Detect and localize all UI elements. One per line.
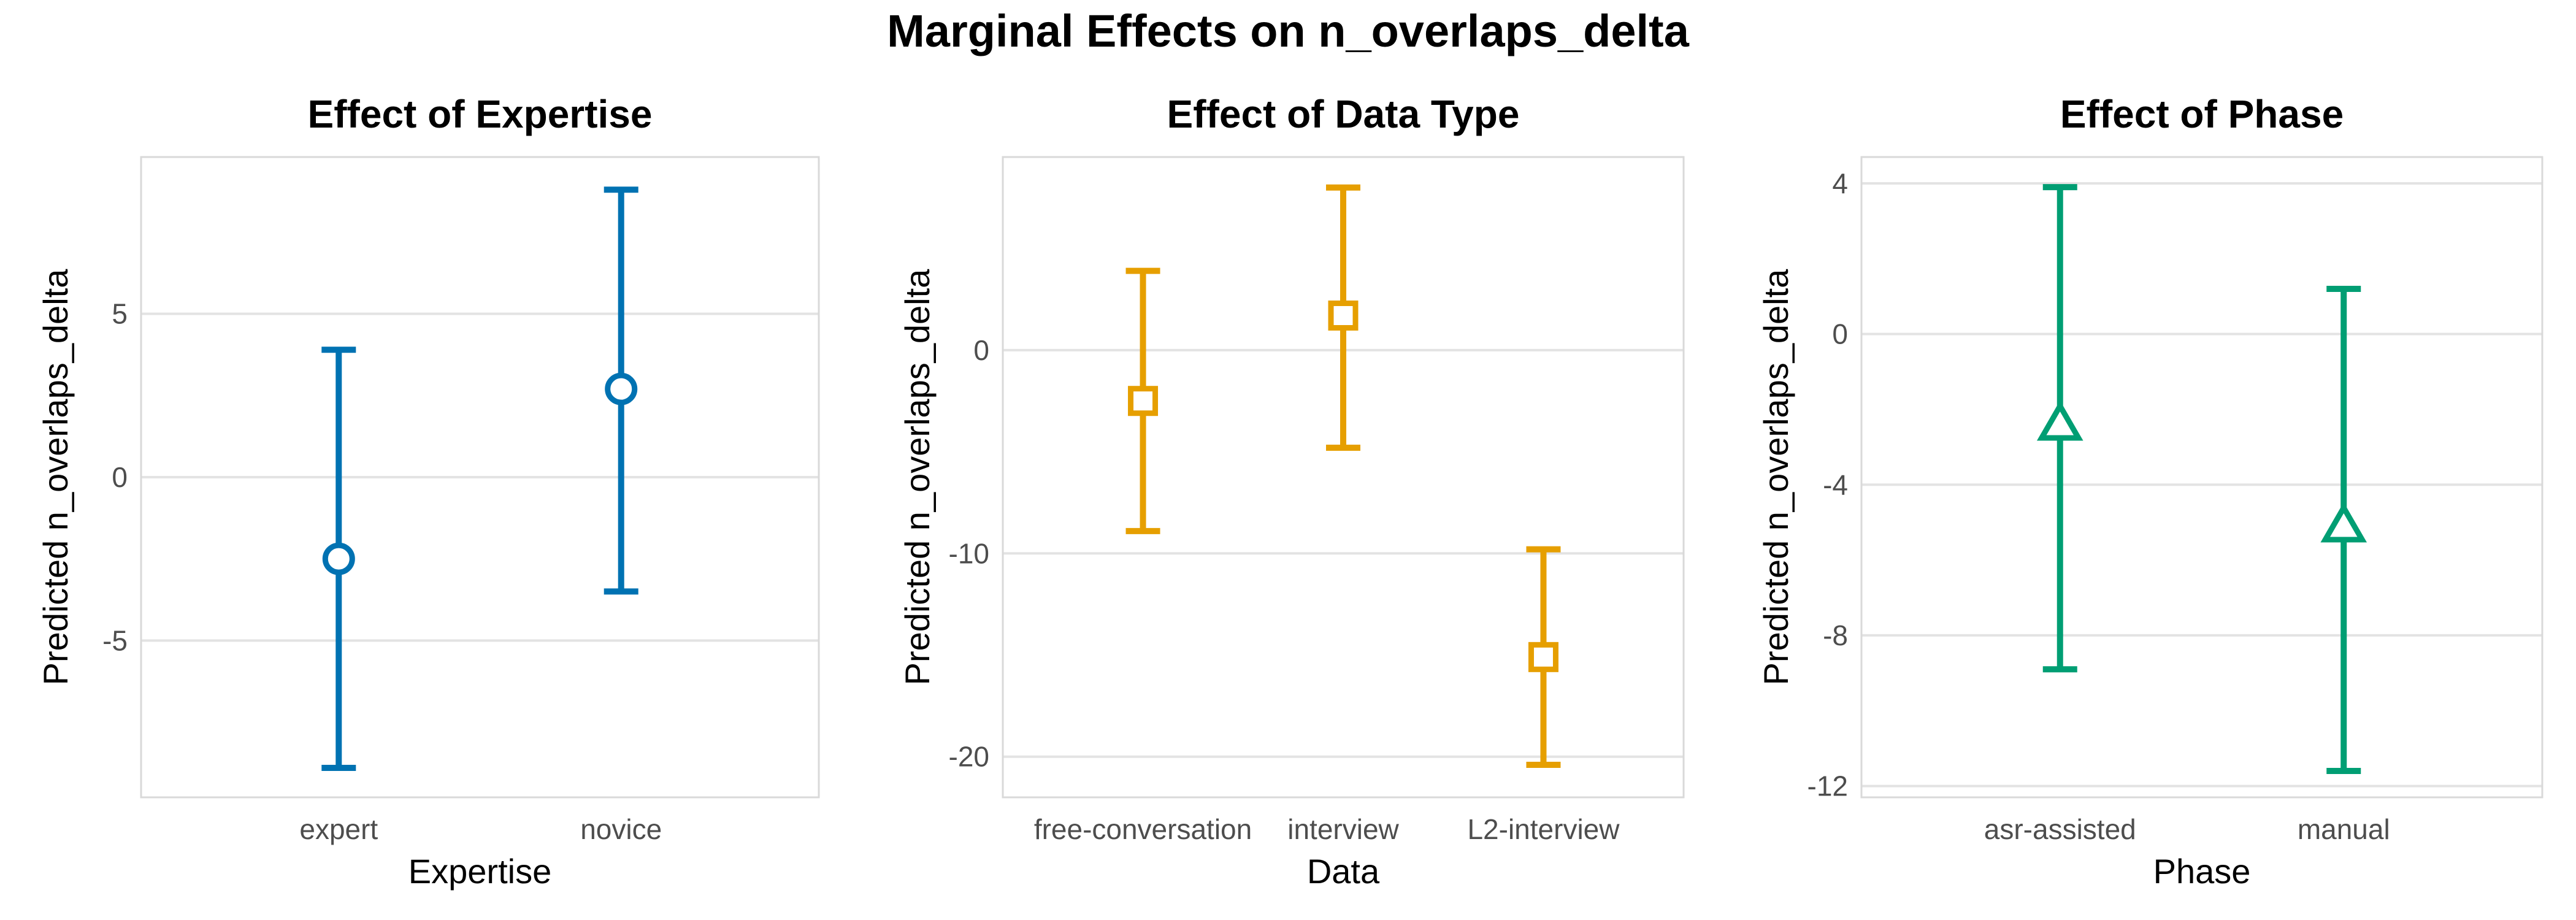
x-axis-label: Expertise: [408, 852, 551, 891]
x-tick-label: novice: [580, 813, 662, 845]
error-bar: [321, 347, 356, 772]
plot-frame: [140, 156, 820, 799]
x-tick-label: free-conversation: [1034, 813, 1252, 845]
y-tick-label: 0: [973, 334, 989, 366]
point-marker: [1328, 301, 1359, 331]
point-marker: [1128, 386, 1159, 416]
y-tick-label: -12: [1807, 770, 1848, 802]
plot-frame: [1002, 156, 1685, 799]
point-marker: [322, 542, 355, 575]
point-marker: [2036, 401, 2083, 441]
y-tick-label: 0: [112, 461, 128, 493]
y-axis-label: Predicted n_overlaps_delta: [1757, 269, 1795, 686]
y-tick-label: 4: [1832, 167, 1848, 199]
panel-3: Effect of Phase -12 -8 -4 0 4 asr-assisted manu…: [1757, 92, 2543, 891]
panel-title: Effect of Phase: [2060, 92, 2344, 136]
x-tick-label: asr-assisted: [1984, 813, 2136, 845]
y-tick-label: -10: [949, 537, 989, 569]
y-tick-label: -20: [949, 741, 989, 773]
panel-title: Effect of Expertise: [308, 92, 653, 136]
y-axis-label: Predicted n_overlaps_delta: [36, 269, 75, 686]
error-bar: [1326, 184, 1360, 451]
plot-frame: [1860, 156, 2543, 799]
x-axis-label: Phase: [2153, 852, 2251, 891]
y-tick-label: 5: [112, 298, 128, 330]
panel-2: Effect of Data Type -20 -10 0 free-conversat…: [898, 92, 1685, 891]
point-marker: [2320, 502, 2367, 543]
point-marker: [605, 372, 638, 405]
x-axis-label: Data: [1307, 852, 1380, 891]
panel-1: Effect of Expertise -5 0 5 expert novice Exper…: [36, 92, 820, 891]
x-tick-label: manual: [2298, 813, 2390, 845]
x-tick-label: L2-interview: [1467, 813, 1620, 845]
figure-title: Marginal Effects on n_overlaps_delta: [887, 6, 1689, 56]
x-tick-label: expert: [299, 813, 378, 845]
y-tick-label: 0: [1832, 318, 1848, 350]
x-tick-label: interview: [1287, 813, 1399, 845]
point-marker: [1528, 642, 1558, 672]
y-tick-label: -8: [1823, 619, 1848, 651]
panel-title: Effect of Data Type: [1167, 92, 1520, 136]
y-tick-label: -4: [1823, 469, 1848, 500]
y-tick-label: -5: [102, 624, 128, 656]
error-bar: [604, 186, 638, 595]
error-bar: [2320, 285, 2367, 775]
error-bar: [1125, 267, 1160, 534]
y-axis-label: Predicted n_overlaps_delta: [898, 269, 937, 686]
error-bar: [2036, 184, 2083, 673]
error-bar: [1526, 546, 1561, 768]
